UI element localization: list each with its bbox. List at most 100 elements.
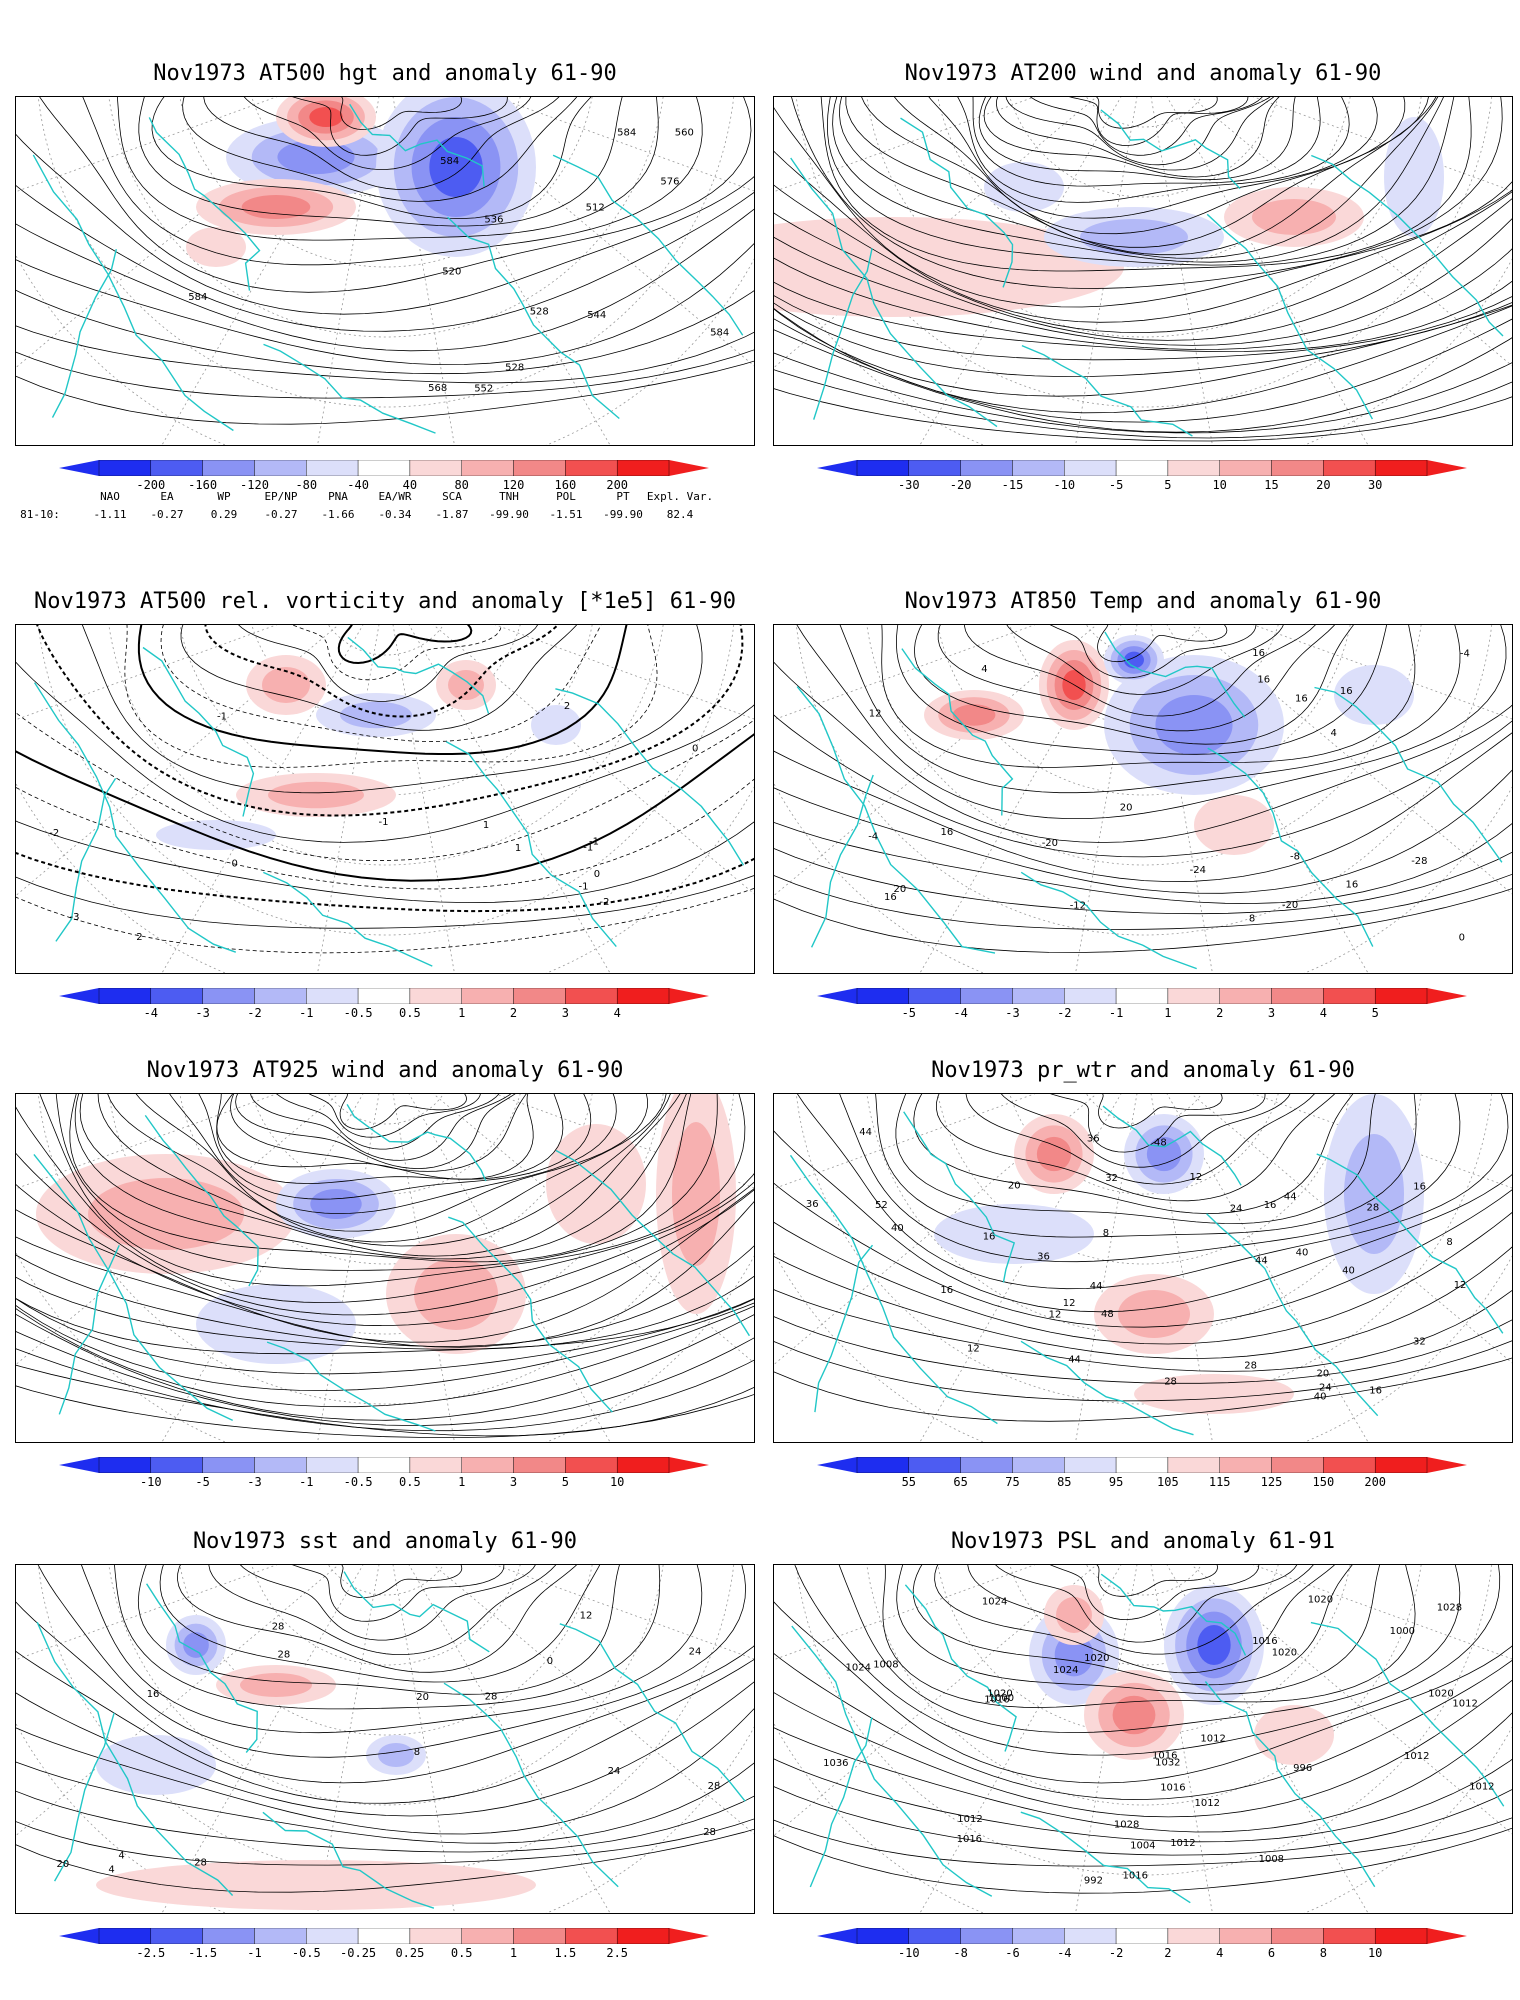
contour-label: 28 <box>194 1858 207 1869</box>
graticule <box>16 97 754 445</box>
contour-line <box>774 1786 1512 1856</box>
colorbar-tick-label: 5 <box>561 1475 570 1489</box>
contour-line <box>169 1094 617 1215</box>
contour-label: 4 <box>108 1865 114 1876</box>
contour-label: 20 <box>57 1859 70 1870</box>
colorbar-tick-label: -0.5 <box>291 1946 321 1960</box>
tele-value: -1.11 <box>93 508 127 521</box>
coastline <box>559 1623 746 1802</box>
colorbar-segment <box>513 1928 566 1944</box>
anomaly-patch <box>88 1178 244 1250</box>
panel-title: Nov1973 AT850 Temp and anomaly 61-90 <box>904 589 1382 614</box>
anomaly-patch <box>1118 1290 1190 1338</box>
colorbar-ticks: -2.5 -1.5 -1 -0.5 -0.25 0.25 0.5 1 1.5 2.5 <box>59 1946 709 1962</box>
anomaly-shading <box>774 117 1444 317</box>
contour-line <box>16 1302 754 1392</box>
colorbar-segment <box>565 460 618 476</box>
contour-line <box>774 280 1512 353</box>
coastlines <box>796 631 1503 970</box>
contour-label: 28 <box>1367 1203 1380 1214</box>
contour-line <box>74 1094 687 1260</box>
contour-label: 1020 <box>987 1689 1012 1700</box>
colorbar-segment <box>1323 988 1376 1004</box>
contour-line <box>337 625 473 665</box>
colorbar-arrow-left <box>59 1457 99 1473</box>
colorbar-tick-label: 1.5 <box>554 1946 577 1960</box>
colorbar-tick-label: 5 <box>1371 1006 1379 1020</box>
tele-value: -0.27 <box>150 508 184 521</box>
colorbar-segment <box>202 1928 255 1944</box>
contour-label: 4 <box>118 1851 124 1862</box>
contour-line <box>81 625 703 794</box>
colorbar-segment <box>98 460 152 476</box>
contour-label: 584 <box>617 128 636 139</box>
anomaly-patch <box>262 667 310 703</box>
tele-header: SCA <box>442 490 462 503</box>
coastlines <box>789 1105 1504 1436</box>
contour-line <box>935 1094 1336 1202</box>
contour-label: 1016 <box>957 1834 982 1845</box>
contour-line <box>774 821 1512 904</box>
contour-label: 20 <box>1317 1368 1330 1379</box>
colorbar-segment <box>150 988 203 1004</box>
contour-label: 40 <box>1342 1266 1355 1277</box>
contour-line <box>16 661 754 843</box>
colorbar-ticks: -10 -8 -6 -4 -2 2 4 6 8 10 <box>817 1946 1467 1962</box>
colorbar <box>817 460 1467 476</box>
colorbar-tick-label: 8 <box>1319 1946 1328 1960</box>
colorbar <box>817 988 1467 1004</box>
panel-title: Nov1973 AT925 wind and anomaly 61-90 <box>146 1058 624 1083</box>
contour-line <box>963 625 1316 717</box>
contour-line <box>16 1152 754 1316</box>
coastline <box>346 1104 487 1182</box>
anomaly-patch <box>1036 1136 1072 1172</box>
colorbar-segment <box>960 1457 1013 1473</box>
colorbar-segment <box>1167 1928 1220 1944</box>
contours <box>16 97 754 425</box>
colorbar-tick-label: 2.5 <box>606 1946 629 1960</box>
colorbar-tick-label: 200 <box>606 478 629 492</box>
contour-label: 32 <box>1413 1336 1426 1347</box>
contour-label: 1024 <box>982 1596 1007 1607</box>
contour-line <box>340 1565 463 1599</box>
colorbar-tick-label: -2 <box>247 1006 262 1020</box>
colorbar-tick-label: -2 <box>1057 1006 1072 1020</box>
panel-title: Nov1973 sst and anomaly 61-90 <box>192 1529 578 1554</box>
contour-line <box>16 208 754 352</box>
contour-label: 44 <box>1068 1355 1081 1366</box>
contour-line <box>16 325 754 384</box>
contour-line <box>16 1331 754 1427</box>
contour-line <box>16 1818 754 1866</box>
contour-line <box>774 1289 1512 1372</box>
coastline <box>901 648 1014 816</box>
coastline <box>552 154 744 336</box>
coastline <box>146 1583 258 1753</box>
contour-label: 0 <box>594 869 600 880</box>
contour-line <box>913 625 1354 745</box>
contour-label: 12 <box>1454 1280 1467 1291</box>
colorbar-segment <box>98 988 152 1004</box>
colorbar-segment <box>461 1928 514 1944</box>
colorbar-tick-label: 2 <box>509 1006 518 1020</box>
contour-line <box>39 1094 746 1287</box>
contour-line <box>177 1565 577 1673</box>
contour-line <box>16 1106 754 1304</box>
coastline <box>445 741 617 948</box>
colorbar-tick-label: -8 <box>953 1946 968 1960</box>
colorbar-tick-label: -10 <box>897 1946 920 1960</box>
contour-line <box>16 349 754 399</box>
colorbar-arrow-left <box>817 460 857 476</box>
contour-label: 44 <box>1284 1191 1297 1202</box>
colorbar-tick-label: 4 <box>613 1006 621 1020</box>
colorbar-tick-label: -120 <box>240 478 269 492</box>
contour-label: 1 <box>515 843 521 854</box>
map-plot <box>15 1093 755 1443</box>
contour-line <box>292 1565 505 1622</box>
contour-line <box>774 1758 1512 1843</box>
contour-line <box>81 1565 703 1734</box>
contour-line <box>896 1565 1381 1695</box>
contour-label: 4 <box>1331 728 1337 739</box>
contour-line <box>774 150 1512 323</box>
contour-line <box>137 1565 620 1695</box>
coastline <box>791 1625 993 1897</box>
